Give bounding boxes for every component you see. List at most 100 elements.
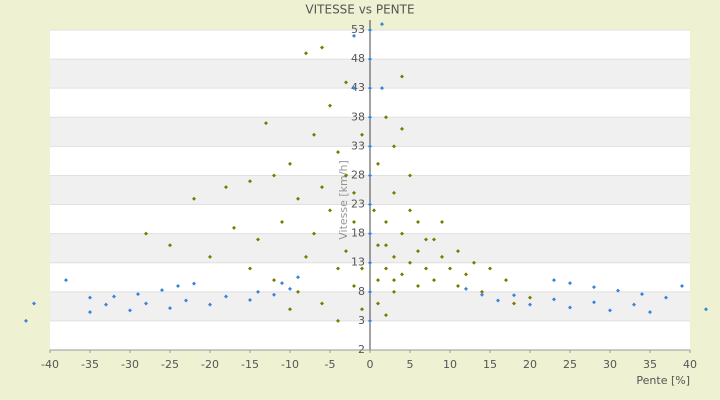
point — [360, 132, 364, 137]
point — [464, 286, 468, 291]
point — [368, 57, 372, 62]
point — [304, 51, 308, 56]
point — [480, 289, 484, 294]
y-tick-label: 18 — [351, 227, 365, 240]
point — [352, 86, 356, 91]
point — [384, 313, 388, 318]
point — [192, 281, 196, 286]
y-tick-label: 38 — [351, 110, 365, 123]
point — [192, 196, 196, 201]
point — [280, 281, 284, 286]
point — [304, 254, 308, 259]
point — [512, 293, 516, 298]
point — [368, 260, 372, 265]
point — [224, 294, 228, 299]
x-tick-label: -35 — [81, 358, 99, 371]
point — [248, 266, 252, 271]
point — [368, 231, 372, 236]
point — [552, 278, 556, 283]
x-tick-label: -40 — [41, 358, 59, 371]
point — [88, 295, 92, 300]
point — [320, 45, 324, 50]
point — [416, 284, 420, 288]
y-tick-label: 13 — [351, 256, 365, 269]
x-tick-label: -10 — [281, 358, 299, 371]
point — [272, 292, 276, 297]
point — [128, 308, 132, 313]
point — [320, 185, 324, 190]
point — [640, 292, 644, 297]
point — [256, 237, 260, 242]
point — [568, 305, 572, 310]
point — [608, 308, 612, 313]
chart-title: VITESSE vs PENTE — [305, 3, 414, 17]
point — [416, 220, 420, 224]
y-tick-label: 48 — [351, 52, 365, 65]
point — [424, 237, 428, 242]
x-axis-label: Pente [%] — [636, 374, 690, 387]
x-tick-label: 0 — [367, 358, 374, 371]
point — [104, 302, 108, 307]
point — [360, 266, 364, 271]
point — [288, 286, 292, 291]
point — [160, 288, 164, 293]
point — [176, 284, 180, 288]
point — [680, 284, 684, 288]
point — [408, 260, 412, 265]
point — [352, 190, 356, 195]
x-tick-label: 30 — [603, 358, 617, 371]
point — [208, 254, 212, 259]
point — [380, 86, 384, 91]
x-tick-label: -5 — [325, 358, 336, 371]
point — [408, 208, 412, 213]
x-tick-label: 20 — [523, 358, 537, 371]
y-tick-label: 3 — [358, 314, 365, 327]
point — [344, 249, 348, 254]
point — [704, 307, 708, 312]
point — [224, 185, 228, 190]
point — [648, 310, 652, 315]
point — [256, 289, 260, 294]
point — [368, 202, 372, 207]
point — [288, 307, 292, 312]
point — [32, 301, 36, 306]
point — [344, 80, 348, 85]
x-tick-label: 25 — [563, 358, 577, 371]
point — [448, 266, 452, 271]
point — [464, 272, 468, 277]
x-tick-label: -25 — [161, 358, 179, 371]
y-tick-label: 23 — [351, 198, 365, 211]
point — [592, 285, 596, 290]
point — [488, 266, 492, 271]
point — [344, 173, 348, 178]
x-tick-label: 5 — [407, 358, 414, 371]
point — [424, 266, 428, 271]
point — [352, 284, 356, 288]
point — [408, 173, 412, 178]
point — [376, 161, 380, 166]
point — [432, 237, 436, 242]
point — [440, 254, 444, 259]
point — [248, 179, 252, 184]
point — [312, 231, 316, 236]
point — [480, 292, 484, 297]
point — [368, 144, 372, 149]
point — [296, 196, 300, 201]
point — [592, 300, 596, 305]
point — [400, 126, 404, 131]
point — [368, 289, 372, 294]
point — [144, 301, 148, 306]
point — [208, 302, 212, 307]
point — [380, 22, 384, 27]
point — [400, 74, 404, 79]
point — [352, 33, 356, 38]
y-axis-label: Vitesse [km/h] — [337, 160, 350, 240]
point — [168, 243, 172, 248]
point — [384, 266, 388, 271]
point — [512, 301, 516, 306]
point — [568, 281, 572, 286]
point — [384, 115, 388, 120]
x-tick-label: 40 — [683, 358, 697, 371]
point — [384, 243, 388, 248]
